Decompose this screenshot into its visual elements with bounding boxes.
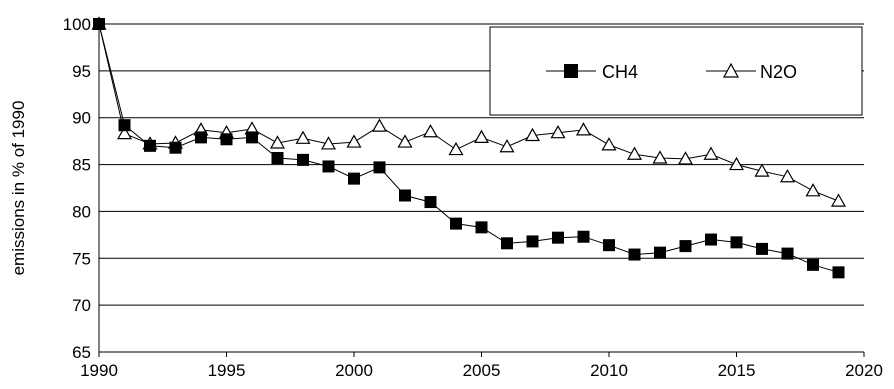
point-ch4-2005 bbox=[475, 221, 488, 234]
point-n2o-2007 bbox=[524, 127, 541, 142]
point-ch4-2011 bbox=[628, 248, 641, 261]
y-tick-label-100: 100 bbox=[63, 15, 91, 34]
tick-labels: 65 70 75 80 85 90 95 100 1990 1995 2000 2005 2010 201… bbox=[63, 15, 883, 380]
point-ch4-2015 bbox=[730, 236, 743, 249]
y-axis-title: emissions in % of 1990 bbox=[9, 101, 28, 276]
point-n2o-2005 bbox=[473, 129, 490, 143]
x-tick-label-2020: 2020 bbox=[845, 361, 883, 380]
point-n2o-2014 bbox=[703, 146, 719, 160]
point-ch4-1991 bbox=[118, 119, 131, 132]
point-ch4-2014 bbox=[705, 233, 717, 246]
point-ch4-2000 bbox=[348, 172, 360, 185]
y-tick-label-95: 95 bbox=[72, 62, 91, 81]
y-tick-label-80: 80 bbox=[72, 202, 91, 221]
point-n2o-2003 bbox=[422, 124, 439, 138]
point-ch4-2019 bbox=[832, 266, 845, 279]
point-ch4-2003 bbox=[424, 196, 437, 209]
point-ch4-2017 bbox=[781, 247, 794, 260]
x-tick-label-2005: 2005 bbox=[463, 361, 501, 380]
legend-box bbox=[489, 26, 863, 116]
point-n2o-1998 bbox=[295, 130, 311, 144]
point-n2o-2017 bbox=[779, 169, 796, 183]
point-n2o-1997 bbox=[269, 135, 286, 149]
y-tick-label-70: 70 bbox=[72, 296, 91, 315]
point-ch4-2010 bbox=[603, 239, 615, 252]
point-n2o-2013 bbox=[677, 151, 694, 165]
point-n2o-2000 bbox=[346, 134, 362, 148]
gridlines bbox=[99, 23, 864, 306]
point-ch4-2002 bbox=[399, 189, 411, 202]
point-n2o-2006 bbox=[499, 139, 515, 153]
point-n2o-2015 bbox=[728, 156, 745, 171]
point-n2o-2008 bbox=[550, 124, 566, 139]
point-n2o-2012 bbox=[652, 150, 668, 164]
x-tick-label-1990: 1990 bbox=[80, 361, 118, 380]
point-n2o-2010 bbox=[601, 137, 617, 151]
point-ch4-1990 bbox=[93, 18, 105, 30]
point-ch4-1995 bbox=[220, 133, 233, 146]
point-ch4-2006 bbox=[501, 237, 513, 250]
y-tick-label-90: 90 bbox=[72, 109, 91, 128]
point-ch4-2004 bbox=[450, 217, 462, 230]
point-n2o-2011 bbox=[626, 146, 643, 160]
legend-label-ch4: CH4 bbox=[602, 62, 638, 82]
point-n2o-1999 bbox=[320, 136, 337, 150]
point-n2o-2009 bbox=[575, 122, 592, 136]
legend: CH4 N2O bbox=[489, 26, 863, 116]
x-tick-label-1995: 1995 bbox=[208, 361, 246, 380]
y-tick-label-65: 65 bbox=[72, 343, 91, 362]
point-ch4-2009 bbox=[577, 230, 590, 243]
point-n2o-2001 bbox=[371, 118, 388, 132]
point-ch4-2012 bbox=[654, 246, 666, 259]
legend-marker-ch4 bbox=[564, 64, 578, 78]
point-ch4-1994 bbox=[195, 131, 207, 144]
point-n2o-1991 bbox=[116, 125, 133, 140]
legend-label-n2o: N2O bbox=[760, 62, 797, 82]
point-ch4-1996 bbox=[246, 131, 258, 144]
point-ch4-1997 bbox=[271, 152, 284, 165]
legend-marker-n2o bbox=[722, 62, 740, 78]
point-ch4-2007 bbox=[526, 235, 539, 248]
x-tick-label-2010: 2010 bbox=[590, 361, 628, 380]
point-ch4-2013 bbox=[679, 240, 692, 253]
point-ch4-1992 bbox=[144, 139, 156, 152]
point-ch4-2008 bbox=[552, 231, 564, 244]
series bbox=[91, 16, 847, 279]
point-ch4-2016 bbox=[756, 242, 768, 255]
axes bbox=[98, 24, 865, 357]
point-ch4-1993 bbox=[169, 141, 182, 154]
x-tick-label-2000: 2000 bbox=[335, 361, 373, 380]
x-tick-label-2015: 2015 bbox=[718, 361, 756, 380]
point-n2o-2016 bbox=[754, 163, 770, 177]
point-n2o-2002 bbox=[397, 134, 413, 148]
point-n2o-2004 bbox=[448, 141, 464, 156]
point-n2o-2018 bbox=[805, 183, 821, 197]
y-tick-label-85: 85 bbox=[72, 156, 91, 175]
point-ch4-2001 bbox=[373, 161, 386, 174]
y-tick-label-75: 75 bbox=[72, 249, 91, 268]
point-ch4-1999 bbox=[322, 160, 335, 173]
point-ch4-2018 bbox=[807, 258, 819, 271]
point-ch4-1998 bbox=[297, 153, 309, 166]
point-n2o-2019 bbox=[830, 193, 847, 207]
